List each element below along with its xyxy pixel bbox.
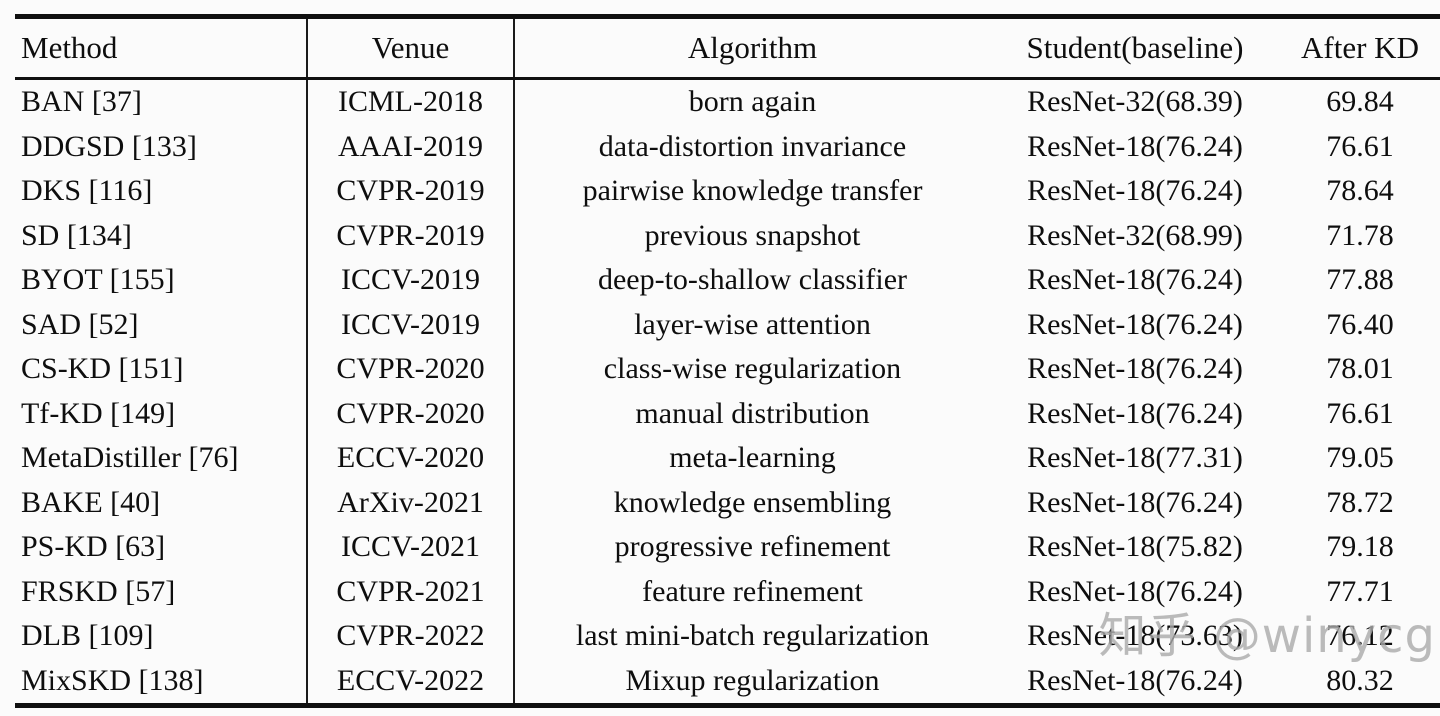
cell-algorithm: feature refinement [642, 574, 863, 608]
cell-method: BYOT [155] [15, 258, 308, 303]
cell-after-kd: 76.61 [1326, 129, 1394, 163]
table-row: FRSKD [57] CVPR-2021 feature refinement Res… [15, 569, 1440, 614]
cell-method: CS-KD [151] [15, 347, 308, 392]
kd-methods-table: Method Venue Algorithm Student(baseline)… [15, 14, 1440, 708]
table-row: BAN [37] ICML-2018 born again ResNet-32(68.… [15, 78, 1440, 125]
table-row: MixSKD [138] ECCV-2022 Mixup regularizatio… [15, 658, 1440, 706]
col-header-after-kd: After KD [1280, 16, 1440, 80]
cell-venue: ICML-2018 [307, 78, 515, 125]
cell-algorithm: knowledge ensembling [613, 485, 892, 519]
cell-algorithm: pairwise knowledge transfer [582, 174, 923, 208]
cell-algorithm: last mini-batch regularization [575, 619, 930, 653]
table-row: Tf-KD [149] CVPR-2020 manual distribution R… [15, 391, 1440, 436]
cell-method: BAKE [40] [15, 480, 308, 525]
cell-method: MetaDistiller [76] [15, 436, 308, 481]
cell-algorithm: progressive refinement [614, 530, 891, 564]
cell-venue: ArXiv-2021 [307, 480, 515, 525]
cell-method: DKS [116] [15, 169, 308, 214]
cell-student: ResNet-18(76.24) [1027, 129, 1243, 163]
table-row: CS-KD [151] CVPR-2020 class-wise regulariz… [15, 347, 1440, 392]
cell-student: ResNet-18(76.24) [1027, 263, 1243, 297]
cell-student: ResNet-18(76.24) [1027, 307, 1243, 341]
cell-method: DDGSD [133] [15, 124, 308, 169]
table-row: SAD [52] ICCV-2019 layer-wise attention Res… [15, 302, 1440, 347]
cell-student: ResNet-18(76.24) [1027, 396, 1243, 430]
cell-venue: CVPR-2019 [307, 213, 515, 258]
cell-after-kd: 78.01 [1326, 352, 1394, 386]
cell-algorithm: born again [688, 85, 817, 119]
cell-venue: AAAI-2019 [307, 124, 515, 169]
table-body: BAN [37] ICML-2018 born again ResNet-32(68.… [15, 78, 1440, 706]
cell-venue: CVPR-2022 [307, 614, 515, 659]
col-header-method: Method [15, 16, 308, 80]
cell-student: ResNet-18(76.24) [1027, 485, 1243, 519]
cell-venue: CVPR-2020 [307, 347, 515, 392]
cell-algorithm: previous snapshot [644, 218, 861, 252]
cell-venue: CVPR-2020 [307, 391, 515, 436]
cell-venue: CVPR-2021 [307, 569, 515, 614]
cell-method: DLB [109] [15, 614, 308, 659]
cell-student: ResNet-18(76.24) [1027, 663, 1243, 697]
cell-algorithm: Mixup regularization [625, 663, 880, 697]
cell-algorithm: manual distribution [635, 396, 870, 430]
table-row: DDGSD [133] AAAI-2019 data-distortion inva… [15, 124, 1440, 169]
cell-after-kd: 77.71 [1326, 574, 1394, 608]
cell-method: SD [134] [15, 213, 308, 258]
cell-after-kd: 79.18 [1326, 530, 1394, 564]
cell-venue: CVPR-2019 [307, 169, 515, 214]
col-header-algorithm: Algorithm [514, 16, 990, 80]
cell-student: ResNet-32(68.39) [1027, 85, 1243, 119]
cell-venue: ICCV-2021 [307, 525, 515, 570]
cell-method: SAD [52] [15, 302, 308, 347]
table-header: Method Venue Algorithm Student(baseline)… [15, 16, 1440, 80]
table-row: BAKE [40] ArXiv-2021 knowledge ensembling R… [15, 480, 1440, 525]
col-header-venue: Venue [307, 16, 515, 80]
cell-method: Tf-KD [149] [15, 391, 308, 436]
cell-after-kd: 78.64 [1326, 174, 1394, 208]
cell-student: ResNet-18(76.24) [1027, 174, 1243, 208]
cell-student: ResNet-18(73.63) [1027, 619, 1243, 653]
cell-student: ResNet-18(77.31) [1027, 441, 1243, 475]
cell-student: ResNet-18(75.82) [1027, 530, 1243, 564]
table-row: MetaDistiller [76] ECCV-2020 meta-learning… [15, 436, 1440, 481]
cell-algorithm: layer-wise attention [634, 307, 871, 341]
cell-after-kd: 69.84 [1326, 85, 1394, 119]
cell-venue: ECCV-2020 [307, 436, 515, 481]
cell-student: ResNet-32(68.99) [1027, 218, 1243, 252]
cell-after-kd: 76.61 [1326, 396, 1394, 430]
cell-method: BAN [37] [15, 78, 308, 125]
cell-after-kd: 76.40 [1326, 307, 1394, 341]
cell-after-kd: 80.32 [1326, 663, 1394, 697]
header-row: Method Venue Algorithm Student(baseline)… [15, 16, 1440, 80]
cell-method: MixSKD [138] [15, 658, 308, 706]
table-row: PS-KD [63] ICCV-2021 progressive refinemen… [15, 525, 1440, 570]
cell-venue: ICCV-2019 [307, 302, 515, 347]
table-row: BYOT [155] ICCV-2019 deep-to-shallow class… [15, 258, 1440, 303]
cell-venue: ICCV-2019 [307, 258, 515, 303]
table-row: DKS [116] CVPR-2019 pairwise knowledge tra… [15, 169, 1440, 214]
cell-algorithm: class-wise regularization [603, 352, 902, 386]
col-header-student-baseline: Student(baseline) [990, 16, 1280, 80]
table-row: SD [134] CVPR-2019 previous snapshot ResNet… [15, 213, 1440, 258]
cell-after-kd: 76.12 [1326, 619, 1394, 653]
cell-after-kd: 77.88 [1326, 263, 1394, 297]
cell-student: ResNet-18(76.24) [1027, 352, 1243, 386]
cell-algorithm: meta-learning [669, 441, 836, 475]
cell-algorithm: data-distortion invariance [598, 129, 907, 163]
cell-venue: ECCV-2022 [307, 658, 515, 706]
cell-algorithm: deep-to-shallow classifier [597, 263, 908, 297]
cell-after-kd: 79.05 [1326, 441, 1394, 475]
cell-student: ResNet-18(76.24) [1027, 574, 1243, 608]
cell-method: FRSKD [57] [15, 569, 308, 614]
cell-after-kd: 78.72 [1326, 485, 1394, 519]
cell-after-kd: 71.78 [1326, 218, 1394, 252]
table-row: DLB [109] CVPR-2022 last mini-batch regula… [15, 614, 1440, 659]
cell-method: PS-KD [63] [15, 525, 308, 570]
